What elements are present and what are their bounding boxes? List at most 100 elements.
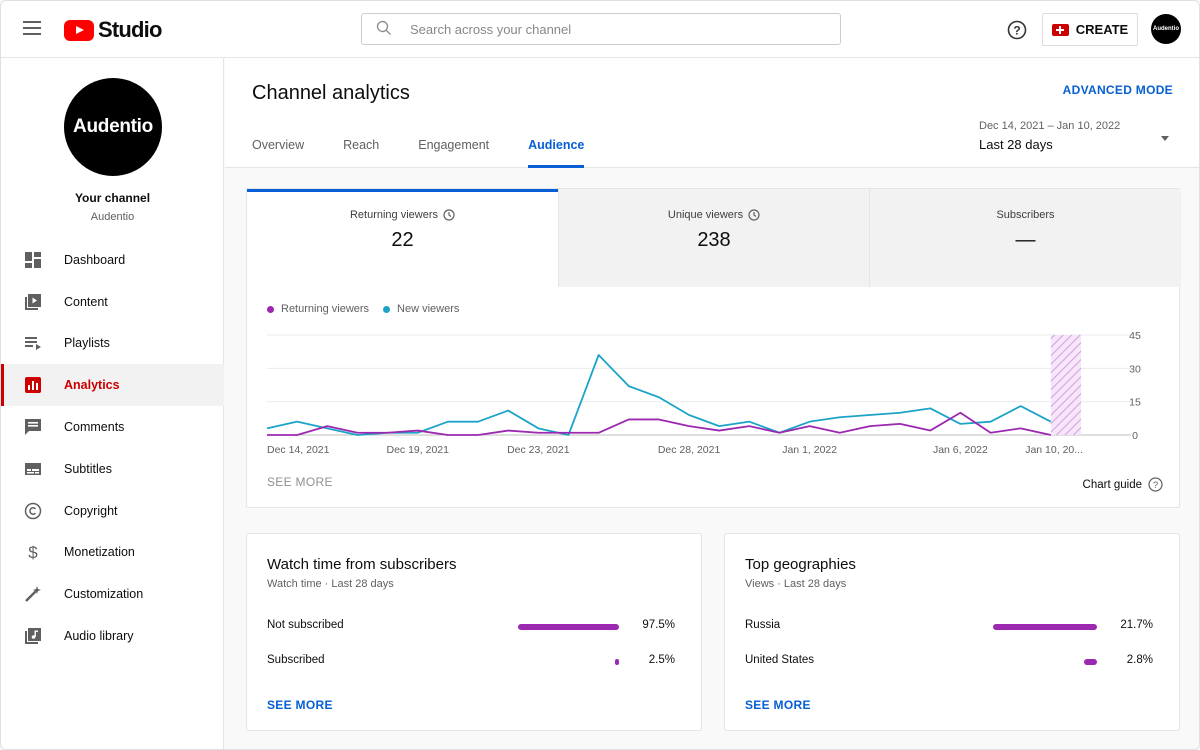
comments-icon — [23, 417, 43, 437]
analytics-tabs: Overview Reach Engagement Audience — [252, 138, 623, 168]
watch-time-see-more-button[interactable]: SEE MORE — [267, 698, 333, 712]
metric-name: Subscribers — [996, 209, 1055, 221]
search-input[interactable] — [410, 14, 830, 44]
account-avatar[interactable]: Audentio — [1151, 14, 1181, 44]
metric-label: Returning viewers — [247, 209, 558, 221]
svg-text:?: ? — [1013, 24, 1020, 38]
metric-label: Subscribers — [870, 209, 1181, 221]
sidebar-nav: Dashboard Content Playlists Analytics Co… — [1, 239, 224, 657]
menu-icon[interactable] — [23, 21, 41, 35]
metric-tab-returning-viewers[interactable]: Returning viewers 22 — [247, 189, 558, 287]
legend-item-new[interactable]: New viewers — [383, 303, 459, 315]
analytics-icon — [23, 375, 43, 395]
sidebar-item-label: Playlists — [64, 336, 110, 351]
sidebar-item-copyright[interactable]: Copyright — [1, 490, 224, 532]
list-item: Subscribed 2.5% — [267, 651, 675, 671]
copyright-icon — [23, 501, 43, 521]
card-subtitle: Watch time · Last 28 days — [267, 578, 394, 590]
create-video-icon — [1051, 23, 1069, 36]
watch-time-card: Watch time from subscribers Watch time ·… — [246, 533, 702, 731]
sidebar-item-content[interactable]: Content — [1, 281, 224, 323]
legend-label: New viewers — [397, 303, 460, 315]
monetization-icon: $ — [23, 542, 43, 562]
search-box[interactable] — [361, 13, 841, 45]
playlists-icon — [23, 333, 43, 353]
geographies-card: Top geographies Views · Last 28 days Rus… — [724, 533, 1180, 731]
date-range-dates: Dec 14, 2021 – Jan 10, 2022 — [979, 120, 1121, 132]
row-value: 97.5% — [642, 619, 675, 631]
sidebar-item-subtitles[interactable]: Subtitles — [1, 448, 224, 490]
sidebar-item-label: Audio library — [64, 629, 134, 644]
create-button[interactable]: CREATE — [1042, 13, 1138, 46]
list-item: United States 2.8% — [745, 651, 1153, 671]
series-line-new-viewers[interactable] — [266, 354, 1052, 436]
advanced-mode-button[interactable]: ADVANCED MODE — [1062, 83, 1173, 97]
tab-reach[interactable]: Reach — [343, 138, 380, 152]
sidebar-item-label: Comments — [64, 420, 125, 435]
create-label: CREATE — [1075, 22, 1129, 37]
sidebar-item-customization[interactable]: Customization — [1, 573, 224, 615]
line-chart[interactable]: 45 30 15 0 Dec 14, 2021 Dec 19, 2021 Dec 23, 2… — [247, 319, 1181, 459]
tab-engagement[interactable]: Engagement — [418, 138, 490, 152]
top-header: Studio ? CREATE Audentio — [1, 1, 1199, 58]
row-value: 2.8% — [1126, 654, 1153, 666]
x-tick-label: Dec 19, 2021 — [387, 444, 450, 456]
y-tick-label: 0 — [1132, 430, 1138, 442]
y-tick-label: 30 — [1129, 363, 1141, 375]
x-tick-label: Dec 14, 2021 — [267, 444, 330, 456]
legend-label: Returning viewers — [281, 303, 370, 315]
geographies-see-more-button[interactable]: SEE MORE — [745, 698, 811, 712]
list-item: Russia 21.7% — [745, 616, 1153, 636]
x-tick-label: Jan 1, 2022 — [782, 444, 837, 456]
help-icon: ? — [1148, 477, 1163, 492]
customization-icon — [23, 584, 43, 604]
sidebar-item-label: Subtitles — [64, 461, 112, 476]
clock-icon[interactable] — [748, 209, 760, 221]
metric-tab-subscribers[interactable]: Subscribers — — [869, 189, 1181, 287]
your-channel-label: Your channel — [74, 191, 151, 205]
metric-value: 22 — [391, 229, 414, 251]
channel-name: Audentio — [90, 211, 135, 223]
series-line-returning-viewers[interactable] — [267, 411, 1052, 436]
sidebar-item-analytics[interactable]: Analytics — [1, 364, 224, 407]
subtitles-icon — [23, 459, 43, 479]
audio-library-icon — [23, 626, 43, 646]
logo-text: Studio — [98, 17, 162, 42]
analytics-header: Channel analytics ADVANCED MODE Overview… — [225, 58, 1199, 168]
card-title: Top geographies — [745, 556, 856, 573]
tab-overview[interactable]: Overview — [252, 138, 305, 152]
sidebar-item-label: Monetization — [64, 545, 135, 560]
metric-name: Unique viewers — [667, 209, 744, 221]
date-range-selector[interactable]: Dec 14, 2021 – Jan 10, 2022 Last 28 days — [979, 120, 1179, 152]
card-title: Watch time from subscribers — [267, 556, 457, 573]
studio-logo[interactable]: Studio — [64, 17, 162, 43]
metric-value: 238 — [697, 229, 731, 251]
sidebar-item-monetization[interactable]: $ Monetization — [1, 532, 224, 574]
caret-down-icon — [1161, 136, 1169, 141]
sidebar-item-comments[interactable]: Comments — [1, 406, 224, 448]
row-label: Subscribed — [267, 654, 325, 666]
legend-item-returning[interactable]: Returning viewers — [267, 303, 369, 315]
sidebar-item-label: Customization — [64, 587, 144, 602]
clock-icon[interactable] — [443, 209, 455, 221]
chart-see-more-button[interactable]: SEE MORE — [267, 475, 333, 489]
x-tick-label: Dec 28, 2021 — [658, 444, 721, 456]
row-label: United States — [745, 654, 815, 666]
sidebar-item-playlists[interactable]: Playlists — [1, 323, 224, 365]
chart-legend: Returning viewers New viewers — [267, 303, 473, 315]
metric-name: Returning viewers — [349, 209, 439, 221]
tab-audience[interactable]: Audience — [528, 138, 585, 168]
channel-avatar[interactable]: Audentio — [64, 78, 162, 176]
help-icon[interactable]: ? — [1007, 20, 1027, 40]
list-item: Not subscribed 97.5% — [267, 616, 675, 636]
metric-tab-unique-viewers[interactable]: Unique viewers 238 — [558, 189, 869, 287]
x-tick-label: Jan 10, 20... — [1025, 444, 1083, 456]
chart-guide-button[interactable]: Chart guide ? — [1083, 477, 1163, 492]
y-tick-label: 15 — [1129, 397, 1141, 409]
sidebar-item-label: Copyright — [64, 503, 118, 518]
sidebar-item-audio-library[interactable]: Audio library — [1, 615, 224, 657]
row-bar — [615, 659, 619, 665]
search-icon — [376, 20, 391, 35]
sidebar-item-dashboard[interactable]: Dashboard — [1, 239, 224, 281]
